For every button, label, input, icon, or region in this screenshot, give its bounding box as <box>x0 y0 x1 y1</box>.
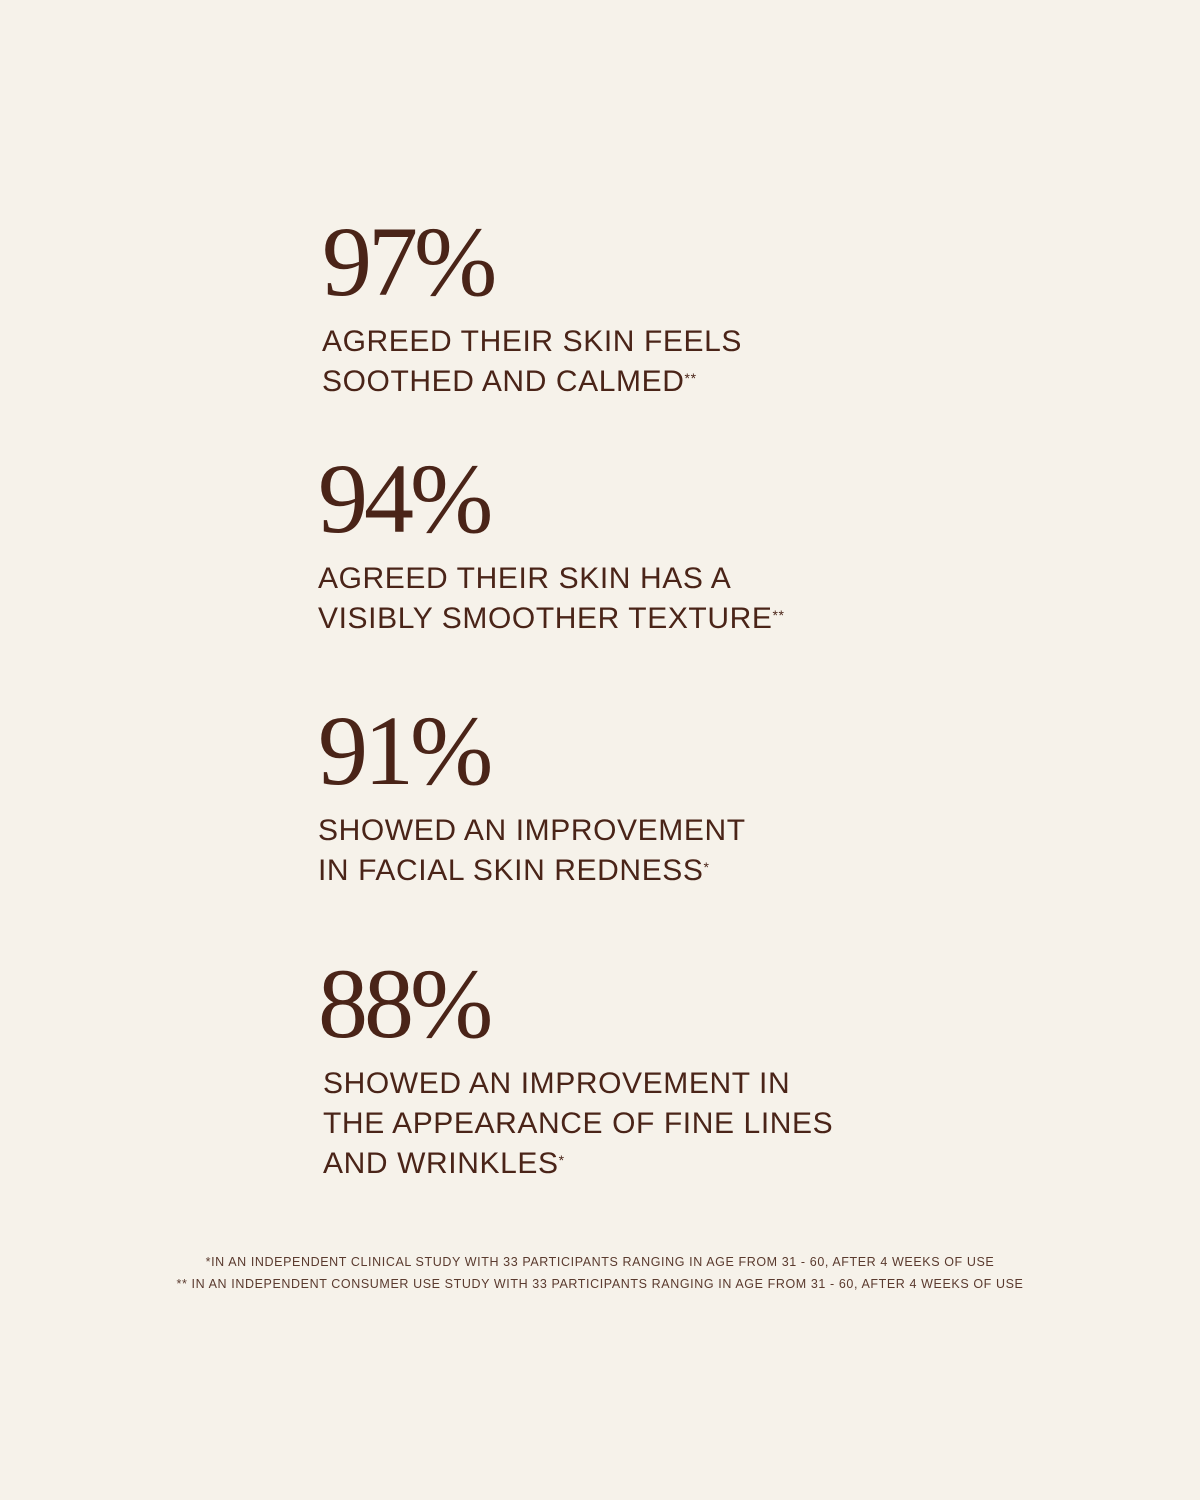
stat-value: 94% <box>318 443 493 554</box>
stat-description: AGREED THEIR SKIN FEELS SOOTHED AND CALM… <box>322 325 743 398</box>
footnote-consumer: ** IN AN INDEPENDENT CONSUMER USE STUDY … <box>176 1277 1024 1291</box>
footnote-clinical: *IN AN INDEPENDENT CLINICAL STUDY WITH 3… <box>205 1255 995 1269</box>
stat-description: SHOWED AN IMPROVEMENT IN FACIAL SKIN RED… <box>318 814 746 887</box>
stat-value: 97% <box>322 206 497 317</box>
stat-97: 97% AGREED THEIR SKIN FEELS SOOTHED AND … <box>322 212 742 402</box>
stat-description: AGREED THEIR SKIN HAS A VISIBLY SMOOTHER… <box>318 562 785 635</box>
stat-description: SHOWED AN IMPROVEMENT IN THE APPEARANCE … <box>323 1067 834 1180</box>
stat-94: 94% AGREED THEIR SKIN HAS A VISIBLY SMOO… <box>318 449 785 639</box>
stat-91: 91% SHOWED AN IMPROVEMENT IN FACIAL SKIN… <box>318 701 746 891</box>
stat-88: 88% SHOWED AN IMPROVEMENT IN THE APPEARA… <box>318 954 833 1184</box>
stat-value: 88% <box>318 948 493 1059</box>
stat-value: 91% <box>318 695 493 806</box>
